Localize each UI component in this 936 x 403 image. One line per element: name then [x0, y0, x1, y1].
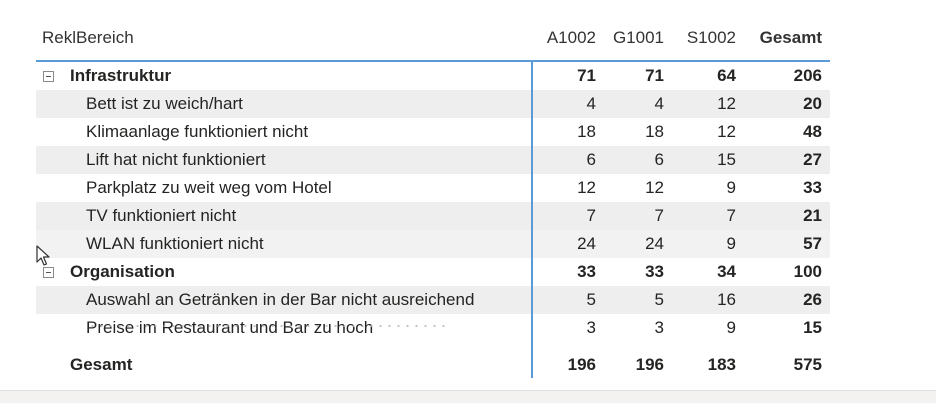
- row-label: Preise im Restaurant und Bar zu hoch: [86, 314, 373, 342]
- cell-value: 4: [586, 94, 596, 113]
- cell-value: 3: [586, 318, 596, 337]
- grand-total-row[interactable]: Gesamt 196 196 183 575: [36, 350, 830, 380]
- cell-value: 12: [717, 94, 736, 113]
- row-label: Klimaanlage funktioniert nicht: [86, 122, 309, 141]
- table-row[interactable]: Bett ist zu weich/hart 4 4 12 20: [36, 90, 830, 118]
- table-row[interactable]: Auswahl an Getränken in der Bar nicht au…: [36, 286, 830, 314]
- cell-value: 71: [577, 66, 596, 85]
- matrix-table: ReklBereich A1002 G1001 S1002 Gesamt Inf…: [36, 18, 830, 380]
- mouse-pointer-icon: [36, 245, 50, 266]
- cell-value: 16: [717, 290, 736, 309]
- cell-value: 3: [654, 318, 664, 337]
- cell-value: 6: [586, 150, 596, 169]
- footer-bar: [0, 390, 936, 403]
- cell-value: 12: [645, 178, 664, 197]
- cell-total: 27: [803, 150, 822, 169]
- cell-value: 33: [577, 262, 596, 281]
- group-row-organisation[interactable]: Organisation 33 33 34 100: [36, 258, 830, 286]
- cell-value: 7: [586, 206, 596, 225]
- cell-value: 64: [717, 66, 736, 85]
- cell-value: 9: [726, 318, 736, 337]
- cell-value: 12: [577, 178, 596, 197]
- table-row[interactable]: Lift hat nicht funktioniert 6 6 15 27: [36, 146, 830, 174]
- cell-value: 33: [645, 262, 664, 281]
- cell-value: 71: [645, 66, 664, 85]
- cell-value: 18: [645, 122, 664, 141]
- cell-value: 5: [586, 290, 596, 309]
- cell-value: 9: [726, 234, 736, 253]
- table-row[interactable]: TV funktioniert nicht 7 7 7 21: [36, 202, 830, 230]
- clipped-text-fragment: [88, 324, 448, 328]
- table-row[interactable]: Preise im Restaurant und Bar zu hoch 3 3…: [36, 314, 830, 342]
- cell-value: 24: [577, 234, 596, 253]
- group-label: Organisation: [70, 262, 175, 281]
- row-label: TV funktioniert nicht: [86, 206, 237, 225]
- column-divider: [531, 62, 533, 378]
- table-row[interactable]: Klimaanlage funktioniert nicht 18 18 12 …: [36, 118, 830, 146]
- cell-value: 18: [577, 122, 596, 141]
- cell-total: 206: [793, 66, 822, 85]
- row-header-label[interactable]: ReklBereich: [42, 28, 134, 47]
- cell-value: 34: [717, 262, 736, 281]
- cell-total: 26: [803, 290, 822, 309]
- matrix-header-row: ReklBereich A1002 G1001 S1002 Gesamt: [36, 18, 830, 62]
- group-label: Infrastruktur: [70, 66, 172, 85]
- row-label: Lift hat nicht funktioniert: [86, 150, 266, 169]
- row-label: WLAN funktioniert nicht: [86, 234, 264, 253]
- column-header-s1002[interactable]: S1002: [686, 28, 736, 47]
- cell-value: 6: [654, 150, 664, 169]
- cell-value: 196: [567, 355, 596, 374]
- cell-value: 15: [717, 150, 736, 169]
- collapse-toggle-icon[interactable]: [43, 71, 54, 82]
- row-label: Auswahl an Getränken in der Bar nicht au…: [86, 290, 475, 309]
- group-row-infrastruktur[interactable]: Infrastruktur 71 71 64 206: [36, 62, 830, 90]
- table-row[interactable]: WLAN funktioniert nicht 24 24 9 57: [36, 230, 830, 258]
- cell-value: 4: [654, 94, 664, 113]
- column-header-a1002[interactable]: A1002: [546, 28, 596, 47]
- column-header-gesamt[interactable]: Gesamt: [759, 28, 822, 47]
- column-header-g1001[interactable]: G1001: [612, 28, 664, 47]
- cell-total: 575: [793, 355, 822, 374]
- cell-total: 21: [803, 206, 822, 225]
- cell-value: 24: [645, 234, 664, 253]
- cell-total: 100: [793, 262, 822, 281]
- cell-value: 196: [635, 355, 664, 374]
- row-label: Bett ist zu weich/hart: [86, 94, 243, 113]
- row-label: Parkplatz zu weit weg vom Hotel: [86, 178, 332, 197]
- cell-total: 15: [803, 318, 822, 337]
- collapse-toggle-icon[interactable]: [43, 267, 54, 278]
- cell-total: 33: [803, 178, 822, 197]
- total-label: Gesamt: [70, 355, 133, 374]
- cell-value: 5: [654, 290, 664, 309]
- table-row[interactable]: Parkplatz zu weit weg vom Hotel 12 12 9 …: [36, 174, 830, 202]
- clipped-row: [36, 342, 830, 350]
- cell-total: 48: [803, 122, 822, 141]
- cell-total: 57: [803, 234, 822, 253]
- cell-value: 183: [707, 355, 736, 374]
- cell-value: 12: [717, 122, 736, 141]
- cell-total: 20: [803, 94, 822, 113]
- cell-value: 7: [654, 206, 664, 225]
- cell-value: 9: [726, 178, 736, 197]
- cell-value: 7: [726, 206, 736, 225]
